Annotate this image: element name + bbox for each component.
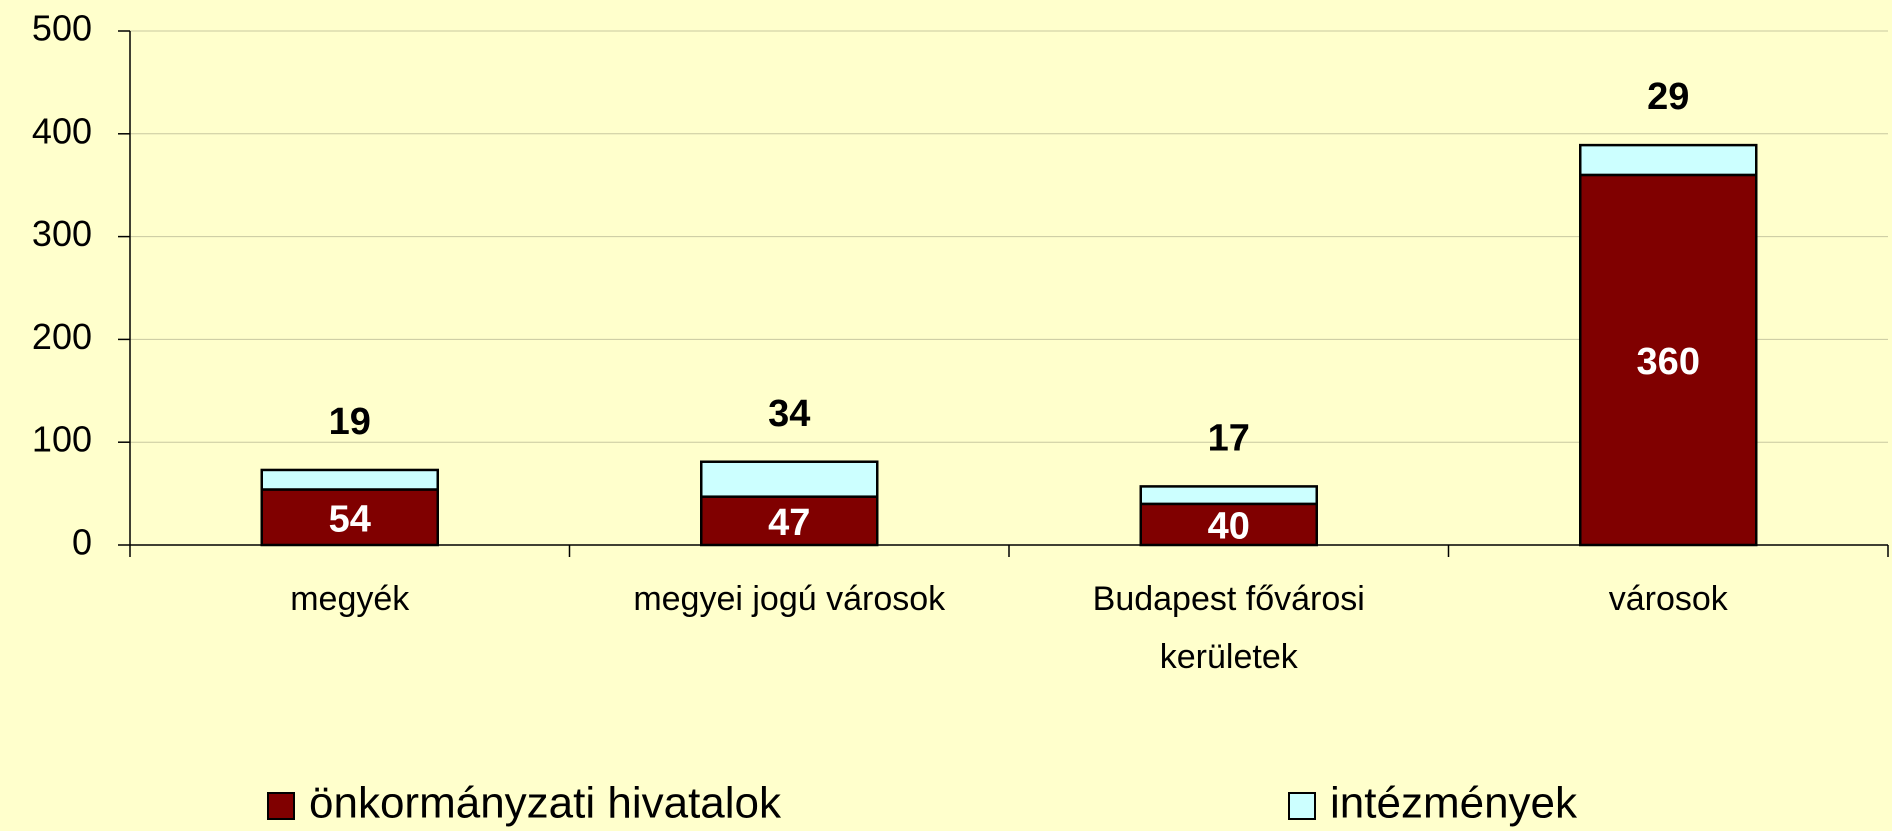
y-tick-label: 300 xyxy=(32,213,92,254)
y-tick-label: 400 xyxy=(32,110,92,151)
y-tick-label: 500 xyxy=(32,8,92,49)
y-tick-label: 0 xyxy=(72,522,92,563)
data-label: 17 xyxy=(1208,417,1250,459)
bar-segment xyxy=(700,460,879,498)
x-tick-label: megyei jogú városok xyxy=(633,580,946,618)
x-tick-label: Budapest fővárosi kerületek xyxy=(1093,580,1365,676)
legend-label: önkormányzati hivatalok xyxy=(309,779,782,828)
bar-segment xyxy=(1139,485,1318,506)
legend-swatch xyxy=(267,792,295,820)
data-label: 40 xyxy=(1208,505,1250,547)
data-label: 19 xyxy=(329,401,371,443)
bar-segment xyxy=(260,468,439,491)
bar-segment xyxy=(1579,173,1758,547)
x-tick-label: városok xyxy=(1609,580,1729,618)
data-label: 360 xyxy=(1637,341,1700,383)
data-label: 34 xyxy=(768,393,810,435)
data-label: 29 xyxy=(1647,76,1689,118)
y-tick-label: 100 xyxy=(32,419,92,460)
data-label: 54 xyxy=(329,498,371,540)
legend-label: intézmények xyxy=(1330,779,1578,828)
y-tick-label: 200 xyxy=(32,316,92,357)
bar-segment xyxy=(1579,143,1758,177)
x-tick-label: megyék xyxy=(290,580,410,618)
data-label: 47 xyxy=(768,502,810,544)
legend-swatch xyxy=(1288,792,1316,820)
